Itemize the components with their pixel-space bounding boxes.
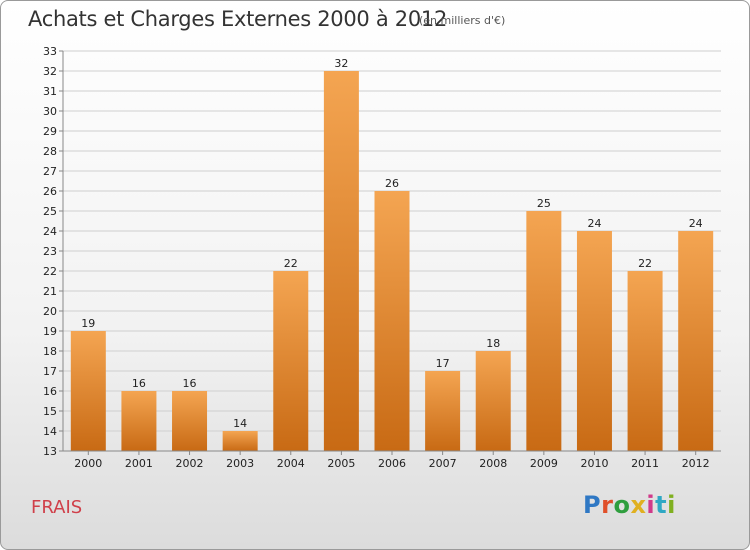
proxiti-logo: Proxiti bbox=[583, 491, 676, 519]
y-tick-label: 14 bbox=[43, 425, 57, 438]
y-tick-label: 27 bbox=[43, 165, 57, 178]
bar-value-label: 25 bbox=[537, 197, 551, 210]
y-tick-label: 23 bbox=[43, 245, 57, 258]
y-tick-label: 26 bbox=[43, 185, 57, 198]
bar bbox=[576, 231, 612, 451]
x-tick-label: 2004 bbox=[277, 457, 305, 470]
logo-letter: t bbox=[655, 491, 668, 519]
x-tick-label: 2002 bbox=[176, 457, 204, 470]
bar-value-label: 18 bbox=[486, 337, 500, 350]
bar bbox=[121, 391, 157, 451]
y-tick-label: 28 bbox=[43, 145, 57, 158]
y-tick-label: 13 bbox=[43, 445, 57, 458]
city-name: FRAIS bbox=[31, 497, 83, 518]
bar-value-label: 26 bbox=[385, 177, 399, 190]
bar bbox=[475, 351, 511, 451]
x-tick-label: 2000 bbox=[74, 457, 102, 470]
x-tick-label: 2008 bbox=[479, 457, 507, 470]
bar bbox=[627, 271, 663, 451]
y-tick-label: 17 bbox=[43, 365, 57, 378]
y-tick-label: 19 bbox=[43, 325, 57, 338]
bar-value-label: 22 bbox=[284, 257, 298, 270]
bar bbox=[374, 191, 410, 451]
logo-letter: P bbox=[583, 491, 602, 519]
bar-value-label: 32 bbox=[334, 57, 348, 70]
bar bbox=[273, 271, 309, 451]
y-tick-label: 32 bbox=[43, 65, 57, 78]
y-tick-label: 31 bbox=[43, 85, 57, 98]
bar-value-label: 16 bbox=[132, 377, 146, 390]
bar-value-label: 14 bbox=[233, 417, 247, 430]
x-tick-label: 2010 bbox=[580, 457, 608, 470]
bar-value-label: 22 bbox=[638, 257, 652, 270]
logo-letter: r bbox=[601, 491, 614, 519]
bar bbox=[172, 391, 208, 451]
bar-value-label: 19 bbox=[81, 317, 95, 330]
x-tick-label: 2007 bbox=[429, 457, 457, 470]
y-tick-label: 21 bbox=[43, 285, 57, 298]
y-tick-label: 22 bbox=[43, 265, 57, 278]
chart-unit-label: (en milliers d'€) bbox=[419, 14, 506, 27]
x-tick-label: 2001 bbox=[125, 457, 153, 470]
y-tick-label: 30 bbox=[43, 105, 57, 118]
bar bbox=[678, 231, 714, 451]
y-tick-label: 20 bbox=[43, 305, 57, 318]
x-tick-label: 2009 bbox=[530, 457, 558, 470]
logo-letter: o bbox=[613, 491, 631, 519]
y-tick-label: 16 bbox=[43, 385, 57, 398]
y-tick-label: 24 bbox=[43, 225, 57, 238]
bar-value-label: 24 bbox=[587, 217, 601, 230]
y-tick-label: 33 bbox=[43, 45, 57, 58]
bar bbox=[222, 431, 258, 451]
y-tick-label: 25 bbox=[43, 205, 57, 218]
bar bbox=[526, 211, 562, 451]
bar bbox=[323, 71, 359, 451]
y-tick-label: 15 bbox=[43, 405, 57, 418]
x-tick-label: 2006 bbox=[378, 457, 406, 470]
bar-value-label: 24 bbox=[689, 217, 703, 230]
logo-letter: x bbox=[630, 491, 647, 519]
bar-value-label: 16 bbox=[183, 377, 197, 390]
bar bbox=[425, 371, 461, 451]
chart-title: Achats et Charges Externes 2000 à 2012 bbox=[28, 7, 448, 31]
x-tick-label: 2005 bbox=[327, 457, 355, 470]
bar bbox=[70, 331, 106, 451]
logo-letter: i bbox=[646, 491, 656, 519]
y-tick-label: 29 bbox=[43, 125, 57, 138]
x-tick-label: 2011 bbox=[631, 457, 659, 470]
logo-letter: i bbox=[667, 491, 676, 519]
y-tick-label: 18 bbox=[43, 345, 57, 358]
bar-value-label: 17 bbox=[436, 357, 450, 370]
x-tick-label: 2012 bbox=[682, 457, 710, 470]
x-tick-label: 2003 bbox=[226, 457, 254, 470]
